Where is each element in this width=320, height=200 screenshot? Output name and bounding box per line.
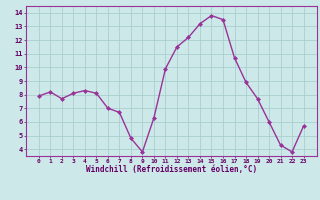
X-axis label: Windchill (Refroidissement éolien,°C): Windchill (Refroidissement éolien,°C) [86, 165, 257, 174]
